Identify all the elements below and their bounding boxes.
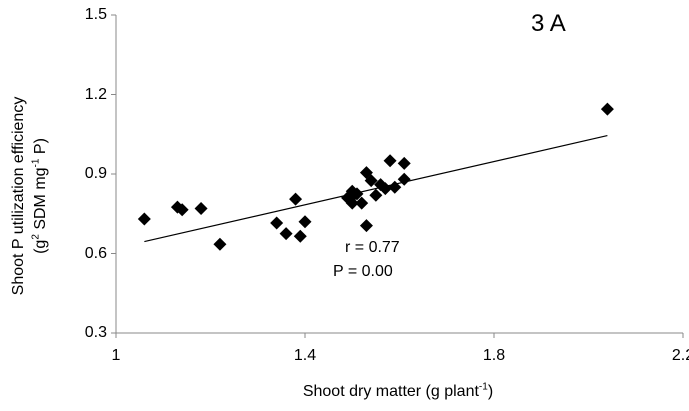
data-point (355, 196, 369, 210)
p-value-label: P = 0.00 (333, 263, 393, 280)
x-axis-title: Shoot dry matter (g plant-1) (302, 381, 494, 400)
data-point (175, 203, 189, 217)
data-point (383, 154, 397, 168)
panel-label: 3 A (531, 10, 566, 37)
data-point (350, 187, 364, 201)
data-point (298, 215, 312, 229)
data-point (345, 196, 359, 210)
data-point (279, 227, 293, 241)
data-point (137, 212, 151, 226)
data-point (378, 182, 392, 196)
axes (111, 14, 684, 338)
y-axis-title: Shoot P utilization efficiency (g2 SDM m… (8, 97, 52, 296)
data-points (137, 102, 614, 251)
y-tick-label: 0.6 (84, 244, 107, 262)
y-tick-label: 1.2 (84, 85, 107, 103)
data-point (194, 201, 208, 215)
x-tick-label: 1.4 (293, 347, 317, 364)
data-point (213, 237, 227, 251)
data-point (289, 192, 303, 206)
correlation-label: r = 0.77 (345, 239, 400, 256)
y-axis-title-line1: Shoot P utilization efficiency (10, 96, 27, 296)
x-tick-label: 2.2 (671, 347, 689, 364)
data-point (293, 229, 307, 243)
x-tick-label: 1.8 (482, 347, 506, 364)
y-tick-label: 1.5 (84, 6, 107, 23)
y-tick-label: 0.9 (84, 165, 107, 182)
data-point (364, 174, 378, 188)
data-point (369, 188, 383, 202)
data-point (359, 219, 373, 233)
trendline (144, 134, 608, 243)
data-point (270, 216, 284, 230)
trendline-group (144, 134, 608, 243)
x-tick-label: 1 (111, 347, 121, 364)
data-point (388, 180, 402, 194)
y-tick-label: 0.3 (84, 324, 107, 341)
y-axis-title-line2: (g2 SDM mg-1 P) (30, 138, 49, 254)
data-point (397, 172, 411, 186)
data-point (397, 156, 411, 170)
data-point (600, 102, 614, 116)
